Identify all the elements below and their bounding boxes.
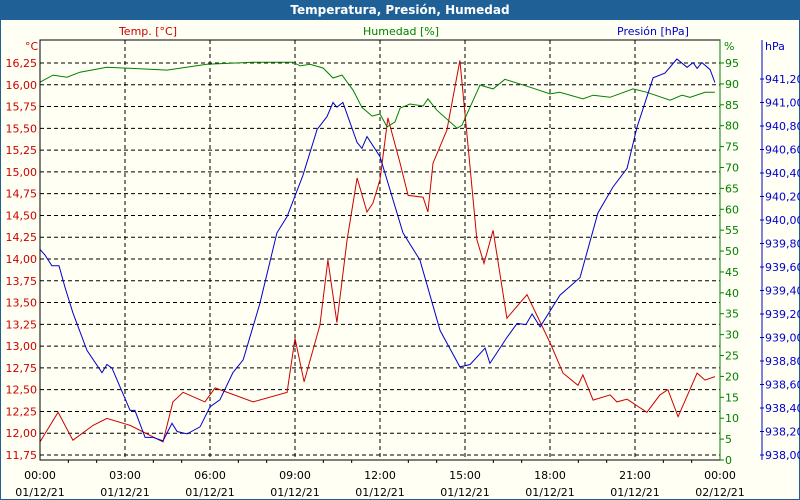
x-tick-time: 12:00: [364, 469, 396, 482]
humidity-legend: Humedad [%]: [363, 25, 439, 38]
x-tick-time: 15:00: [449, 469, 481, 482]
humidity-tick-label: 80: [725, 120, 739, 133]
humidity-tick-label: 45: [725, 266, 739, 279]
pressure-legend: Presión [hPa]: [617, 25, 689, 38]
humidity-tick-label: 15: [725, 391, 739, 404]
humidity-tick-label: 50: [725, 245, 739, 258]
pressure-tick-label: 939,00: [765, 332, 800, 345]
series-line-temp: [39, 60, 716, 443]
temp-tick-label: 14,25: [6, 231, 38, 244]
x-tick-date: 01/12/21: [525, 486, 574, 499]
humidity-tick-label: 0: [725, 454, 732, 467]
temp-tick-label: 15,25: [6, 144, 38, 157]
humidity-tick-label: 75: [725, 141, 739, 154]
x-tick-date: 01/12/21: [100, 486, 149, 499]
x-tick-time: 06:00: [194, 469, 226, 482]
x-tick-date: 01/12/21: [15, 486, 64, 499]
pressure-tick-label: 938,60: [765, 379, 800, 392]
x-tick-date: 02/12/21: [695, 486, 744, 499]
pressure-tick-label: 940,20: [765, 191, 800, 204]
x-tick-date: 01/12/21: [610, 486, 659, 499]
pressure-tick-label: 939,20: [765, 308, 800, 321]
x-tick-date: 01/12/21: [185, 486, 234, 499]
temp-tick-label: 16,25: [6, 57, 38, 70]
axis-ticks: 11,75 12,00 12,25 12,50 12,75 13,00 13,25 13,50…: [6, 57, 800, 499]
pressure-tick-label: 939,40: [765, 285, 800, 298]
pressure-tick-label: 938,00: [765, 449, 800, 462]
series-lines: [39, 58, 716, 443]
x-tick-time: 00:00: [24, 469, 56, 482]
temp-tick-label: 12,50: [6, 384, 38, 397]
pressure-tick-label: 938,80: [765, 355, 800, 368]
temp-legend: Temp. [°C]: [118, 25, 177, 38]
x-tick-date: 01/12/21: [355, 486, 404, 499]
pressure-tick-label: 940,00: [765, 214, 800, 227]
x-tick-date: 01/12/21: [440, 486, 489, 499]
pressure-tick-label: 940,80: [765, 120, 800, 133]
temp-tick-label: 14,75: [6, 188, 38, 201]
pressure-tick-label: 941,20: [765, 73, 800, 86]
grid: [40, 40, 720, 460]
x-tick-time: 18:00: [534, 469, 566, 482]
temp-tick-label: 13,75: [6, 275, 38, 288]
temp-tick-label: 13,25: [6, 318, 38, 331]
temp-tick-label: 13,00: [6, 340, 38, 353]
pressure-tick-label: 938,40: [765, 402, 800, 415]
humidity-tick-label: 65: [725, 182, 739, 195]
temp-tick-label: 12,75: [6, 362, 38, 375]
pressure-tick-label: 939,60: [765, 261, 800, 274]
temp-tick-label: 15,00: [6, 166, 38, 179]
x-tick-date: 01/12/21: [270, 486, 319, 499]
humidity-tick-label: 30: [725, 329, 739, 342]
humidity-unit: %: [724, 40, 734, 53]
pressure-tick-label: 940,60: [765, 144, 800, 157]
humidity-tick-label: 90: [725, 78, 739, 91]
pressure-unit: hPa: [765, 40, 785, 53]
temp-tick-label: 12,25: [6, 405, 38, 418]
pressure-tick-label: 938,20: [765, 426, 800, 439]
humidity-tick-label: 10: [725, 412, 739, 425]
temp-tick-label: 15,50: [6, 122, 38, 135]
pressure-tick-label: 939,80: [765, 238, 800, 251]
humidity-tick-label: 55: [725, 224, 739, 237]
series-line-pres: [39, 58, 716, 442]
series-line-hum: [39, 61, 715, 129]
humidity-tick-label: 35: [725, 308, 739, 321]
humidity-tick-label: 60: [725, 203, 739, 216]
temp-tick-label: 15,75: [6, 101, 38, 114]
temp-tick-label: 14,50: [6, 209, 38, 222]
humidity-tick-label: 40: [725, 287, 739, 300]
chart-title: Temperatura, Presión, Humedad: [0, 0, 800, 20]
pressure-tick-label: 940,40: [765, 167, 800, 180]
humidity-tick-label: 70: [725, 161, 739, 174]
humidity-tick-label: 85: [725, 99, 739, 112]
temp-tick-label: 11,75: [6, 449, 38, 462]
humidity-tick-label: 5: [725, 433, 732, 446]
temp-tick-label: 14,00: [6, 253, 38, 266]
humidity-tick-label: 20: [725, 370, 739, 383]
x-tick-time: 09:00: [279, 469, 311, 482]
x-tick-time: 21:00: [619, 469, 651, 482]
temp-tick-label: 16,00: [6, 79, 38, 92]
x-tick-time: 00:00: [704, 469, 736, 482]
temp-tick-label: 13,50: [6, 297, 38, 310]
pressure-tick-label: 941,00: [765, 97, 800, 110]
temp-tick-label: 12,00: [6, 427, 38, 440]
x-tick-time: 03:00: [109, 469, 141, 482]
humidity-tick-label: 25: [725, 350, 739, 363]
humidity-tick-label: 95: [725, 57, 739, 70]
temp-unit: °C: [25, 40, 39, 53]
